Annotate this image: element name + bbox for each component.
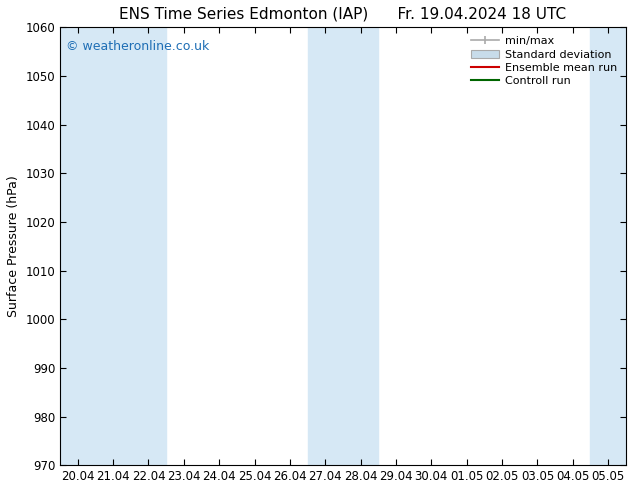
Title: ENS Time Series Edmonton (IAP)      Fr. 19.04.2024 18 UTC: ENS Time Series Edmonton (IAP) Fr. 19.04… — [119, 7, 567, 22]
Bar — [307, 27, 378, 465]
Y-axis label: Surface Pressure (hPa): Surface Pressure (hPa) — [7, 175, 20, 317]
Bar — [131, 27, 166, 465]
Legend: min/max, Standard deviation, Ensemble mean run, Controll run: min/max, Standard deviation, Ensemble me… — [468, 33, 620, 90]
Bar — [60, 27, 131, 465]
Bar — [590, 27, 626, 465]
Text: © weatheronline.co.uk: © weatheronline.co.uk — [66, 40, 209, 53]
